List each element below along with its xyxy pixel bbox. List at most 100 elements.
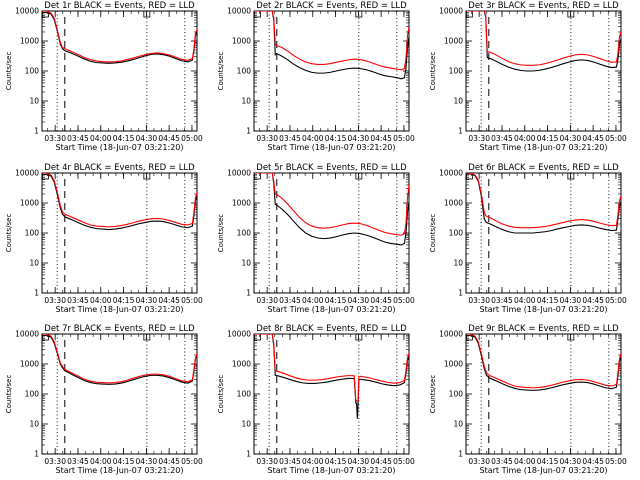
x-tick-label: 04:00 xyxy=(514,457,536,466)
x-tick-label: 03:30 xyxy=(256,457,278,466)
y-tick-label: 10000 xyxy=(15,7,39,16)
y-tick-label: 100 xyxy=(449,229,464,238)
x-tick-label: 05:00 xyxy=(181,457,203,466)
y-tick-label: 1 xyxy=(458,450,463,459)
lld-series-line xyxy=(42,334,197,384)
events-series-line xyxy=(466,173,621,234)
x-tick-label: 03:45 xyxy=(67,134,89,143)
x-axis-label: Start Time (18-Jun-07 03:21:20) xyxy=(56,143,184,152)
y-axis-label: Counts/sec xyxy=(429,52,437,91)
y-tick-label: 100 xyxy=(449,390,464,399)
marker-box xyxy=(567,172,575,180)
y-axis-label: Counts/sec xyxy=(429,214,437,253)
detector-panel: Det 5r BLACK = Events, RED = LLD 1 10 100 10… xyxy=(217,163,415,314)
x-tick-label: 05:00 xyxy=(393,457,415,466)
y-tick-label: 1 xyxy=(34,450,39,459)
y-tick-label: 1000 xyxy=(232,199,251,208)
lld-series-line xyxy=(254,11,409,71)
y-tick-label: 10 xyxy=(29,420,39,429)
x-tick-label: 04:15 xyxy=(113,296,135,305)
y-tick-label: 10000 xyxy=(15,169,39,178)
x-tick-label: 03:30 xyxy=(256,296,278,305)
detector-panel: Det 3r BLACK = Events, RED = LLD 1 10 100 10… xyxy=(429,1,627,152)
x-tick-label: 05:00 xyxy=(181,134,203,143)
y-tick-label: 1 xyxy=(246,450,251,459)
y-tick-label: 10 xyxy=(241,97,251,106)
panel-title: Det 1r BLACK = Events, RED = LLD xyxy=(44,1,195,11)
x-tick-label: 03:30 xyxy=(468,457,490,466)
y-tick-label: 1 xyxy=(34,289,39,298)
panel-title: Det 4r BLACK = Events, RED = LLD xyxy=(44,163,195,173)
x-tick-label: 04:00 xyxy=(302,457,324,466)
x-tick-label: 05:00 xyxy=(393,296,415,305)
x-tick-label: 04:00 xyxy=(90,457,112,466)
marker-box xyxy=(143,333,151,341)
x-tick-label: 05:00 xyxy=(181,296,203,305)
x-tick-label: 03:30 xyxy=(468,134,490,143)
x-tick-label: 03:45 xyxy=(279,134,301,143)
y-tick-label: 100 xyxy=(25,390,40,399)
y-tick-label: 100 xyxy=(237,229,252,238)
x-tick-label: 04:00 xyxy=(514,296,536,305)
x-tick-label: 04:45 xyxy=(370,457,392,466)
y-tick-label: 1000 xyxy=(444,37,463,46)
x-tick-label: 04:15 xyxy=(325,457,347,466)
x-tick-label: 04:15 xyxy=(325,296,347,305)
x-tick-label: 05:00 xyxy=(605,134,627,143)
x-tick-label: 04:15 xyxy=(325,134,347,143)
y-tick-label: 1000 xyxy=(20,37,39,46)
y-axis-label: Counts/sec xyxy=(429,375,437,414)
x-tick-label: 04:45 xyxy=(158,457,180,466)
y-tick-label: 1000 xyxy=(444,360,463,369)
y-tick-label: 100 xyxy=(25,67,40,76)
events-series-line xyxy=(254,173,409,246)
panel-title: Det 7r BLACK = Events, RED = LLD xyxy=(44,324,195,334)
y-tick-label: 10 xyxy=(453,259,463,268)
x-tick-label: 04:30 xyxy=(136,134,158,143)
x-tick-label: 04:15 xyxy=(113,457,135,466)
x-axis-label: Start Time (18-Jun-07 03:21:20) xyxy=(268,466,396,475)
x-axis-label: Start Time (18-Jun-07 03:21:20) xyxy=(268,305,396,314)
x-axis-label: Start Time (18-Jun-07 03:21:20) xyxy=(480,143,608,152)
y-tick-label: 10000 xyxy=(15,330,39,339)
y-tick-label: 10 xyxy=(29,259,39,268)
panel-title: Det 6r BLACK = Events, RED = LLD xyxy=(468,163,619,173)
x-tick-label: 04:30 xyxy=(348,457,370,466)
y-tick-label: 1000 xyxy=(20,360,39,369)
x-tick-label: 03:30 xyxy=(44,296,66,305)
lld-series-line xyxy=(466,11,621,66)
x-tick-label: 04:45 xyxy=(582,296,604,305)
x-axis-label: Start Time (18-Jun-07 03:21:20) xyxy=(480,305,608,314)
x-tick-label: 04:45 xyxy=(158,134,180,143)
panel-title: Det 3r BLACK = Events, RED = LLD xyxy=(468,1,619,11)
y-tick-label: 10000 xyxy=(439,169,463,178)
y-tick-label: 10 xyxy=(453,97,463,106)
y-tick-label: 1000 xyxy=(232,360,251,369)
panel-title: Det 2r BLACK = Events, RED = LLD xyxy=(256,1,407,11)
detector-panel: Det 4r BLACK = Events, RED = LLD 1 10 100 10… xyxy=(5,163,203,314)
x-tick-label: 04:15 xyxy=(537,296,559,305)
x-tick-label: 04:00 xyxy=(514,134,536,143)
y-tick-label: 1 xyxy=(458,127,463,136)
x-tick-label: 03:45 xyxy=(67,296,89,305)
y-tick-label: 10 xyxy=(453,420,463,429)
y-axis-label: Counts/sec xyxy=(5,214,13,253)
detector-panel: Det 8r BLACK = Events, RED = LLD 1 10 100 10… xyxy=(217,324,415,475)
x-tick-label: 03:45 xyxy=(491,134,513,143)
y-tick-label: 10 xyxy=(241,420,251,429)
x-tick-label: 04:00 xyxy=(90,296,112,305)
panel-title: Det 8r BLACK = Events, RED = LLD xyxy=(256,324,407,334)
lld-series-line xyxy=(466,173,621,229)
y-tick-label: 1 xyxy=(34,127,39,136)
x-tick-label: 03:45 xyxy=(279,296,301,305)
panel-title: Det 9r BLACK = Events, RED = LLD xyxy=(468,324,619,334)
x-axis-label: Start Time (18-Jun-07 03:21:20) xyxy=(56,305,184,314)
x-tick-label: 04:45 xyxy=(582,134,604,143)
x-tick-label: 05:00 xyxy=(605,457,627,466)
events-series-line xyxy=(466,11,621,72)
y-tick-label: 100 xyxy=(449,67,464,76)
marker-box xyxy=(567,10,575,18)
marker-box xyxy=(143,172,151,180)
y-tick-label: 1 xyxy=(458,289,463,298)
events-series-line xyxy=(254,11,409,80)
